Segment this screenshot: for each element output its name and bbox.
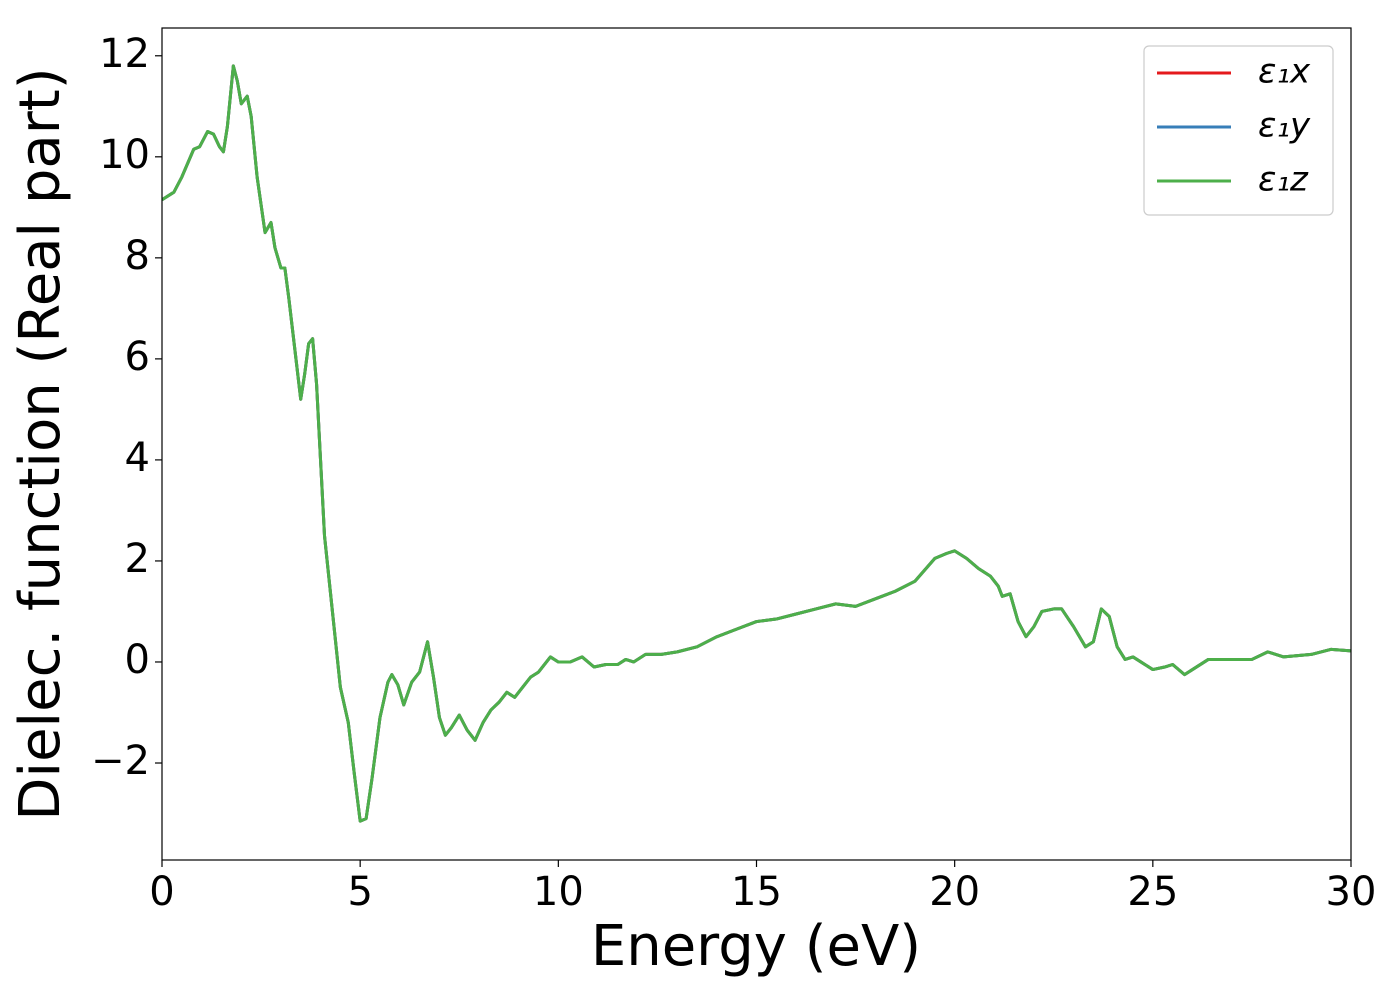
y-tick-label: 12	[99, 31, 150, 77]
x-tick-label: 5	[347, 869, 372, 915]
x-tick-label: 20	[929, 869, 980, 915]
legend-label: ε₁x	[1258, 52, 1311, 92]
y-tick-label: 8	[125, 233, 150, 279]
legend-label: ε₁z	[1258, 160, 1309, 200]
legend: ε₁x ε₁y ε₁z	[1143, 45, 1334, 216]
y-axis-label: Dielec. function (Real part)	[8, 67, 73, 820]
legend-box	[1143, 45, 1334, 216]
y-tick-label: 4	[125, 435, 150, 481]
x-tick-label: 30	[1326, 869, 1377, 915]
x-tick-label: 0	[149, 869, 174, 915]
y-tick-label: 6	[125, 334, 150, 380]
y-tick-label: −2	[91, 738, 150, 784]
x-tick-label: 15	[731, 869, 782, 915]
y-tick-label: 2	[125, 536, 150, 582]
line	[162, 64, 1351, 823]
legend-label: ε₁y	[1258, 106, 1311, 146]
y-tick-label: 0	[125, 637, 150, 683]
y-tick-label: 10	[99, 132, 150, 178]
x-axis-label: Energy (eV)	[591, 914, 921, 979]
x-tick-label: 10	[533, 869, 584, 915]
x-tick-label: 25	[1127, 869, 1178, 915]
